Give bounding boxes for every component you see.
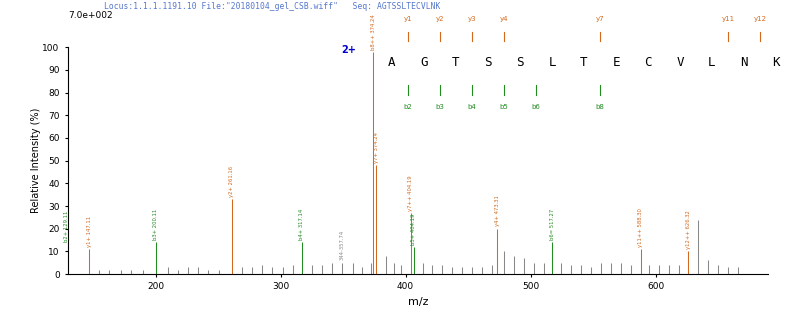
Text: L: L	[548, 56, 556, 70]
Text: y7++ 404.19: y7++ 404.19	[408, 175, 414, 210]
Text: y12++ 626.32: y12++ 626.32	[686, 210, 691, 249]
Text: y2+ 261.16: y2+ 261.16	[230, 166, 234, 197]
X-axis label: m/z: m/z	[408, 297, 428, 307]
Text: L: L	[708, 56, 716, 70]
Text: y4: y4	[500, 16, 508, 22]
Text: b3: b3	[435, 104, 445, 110]
Text: Locus:1.1.1.1191.10 File:"20180104_gel_CSB.wiff"   Seq: AGTSSLTECVLNK: Locus:1.1.1.1191.10 File:"20180104_gel_C…	[104, 2, 440, 11]
Text: b6= 517.27: b6= 517.27	[550, 209, 554, 240]
Text: E: E	[612, 56, 620, 70]
Y-axis label: Relative Intensity (%): Relative Intensity (%)	[31, 108, 41, 213]
Text: b4: b4	[468, 104, 476, 110]
Text: T: T	[452, 56, 460, 70]
Text: y4+ 473.31: y4+ 473.31	[494, 196, 500, 226]
Text: A: A	[388, 56, 396, 70]
Text: b4+ 317.14: b4+ 317.14	[299, 209, 305, 240]
Text: b3+ 200.11: b3+ 200.11	[153, 209, 158, 240]
Text: b2: b2	[404, 104, 412, 110]
Text: b8++ 374.24: b8++ 374.24	[371, 14, 376, 49]
Text: y1: y1	[404, 16, 412, 22]
Text: 2+: 2+	[341, 45, 356, 55]
Text: S: S	[516, 56, 524, 70]
Text: b6: b6	[531, 104, 541, 110]
Text: 7.0e+002: 7.0e+002	[68, 11, 113, 20]
Text: y3: y3	[468, 16, 476, 22]
Text: y12: y12	[754, 16, 766, 22]
Text: y1+ 147.11: y1+ 147.11	[87, 216, 92, 247]
Text: b2+ 129.11: b2+ 129.11	[64, 211, 70, 242]
Text: b8: b8	[595, 104, 605, 110]
Text: N: N	[740, 56, 748, 70]
Text: b5: b5	[500, 104, 508, 110]
Text: b5+ 404.19: b5+ 404.19	[411, 213, 416, 244]
Text: C: C	[644, 56, 652, 70]
Text: V: V	[676, 56, 684, 70]
Text: G: G	[420, 56, 428, 70]
Text: y11: y11	[722, 16, 734, 22]
Text: y2: y2	[436, 16, 444, 22]
Text: S: S	[484, 56, 492, 70]
Text: T: T	[580, 56, 588, 70]
Text: y7: y7	[596, 16, 604, 22]
Text: y11++ 588.30: y11++ 588.30	[638, 208, 643, 247]
Text: K: K	[772, 56, 780, 70]
Text: 344-357.74: 344-357.74	[339, 230, 344, 261]
Text: y7+ 374.24: y7+ 374.24	[374, 132, 378, 163]
